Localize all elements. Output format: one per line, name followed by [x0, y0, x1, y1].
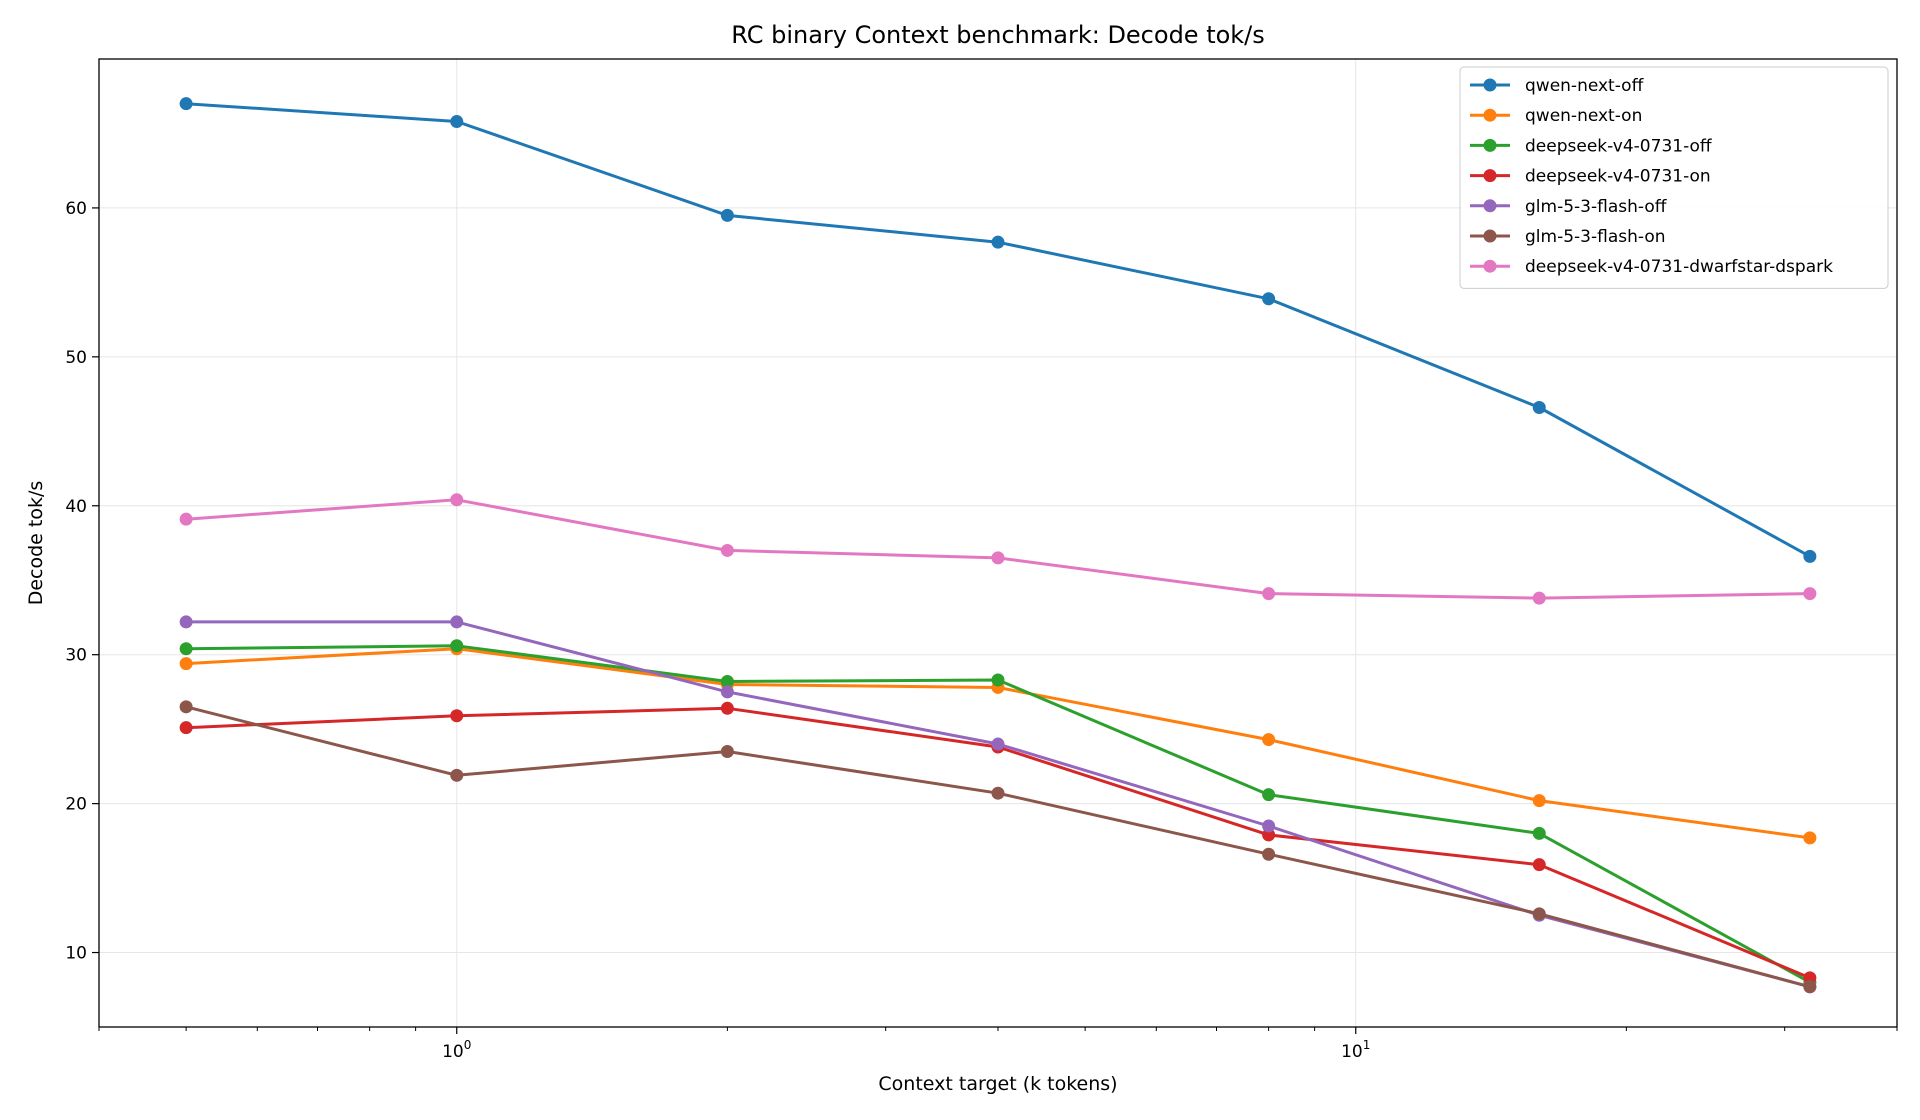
legend-swatch-marker	[1483, 78, 1497, 92]
data-point	[1262, 847, 1276, 861]
series-line	[186, 644, 1811, 984]
legend-item: deepseek-v4-0731-on	[1470, 167, 1711, 187]
legend: qwen-next-off qwen-next-on deepseek-v4-073…	[1459, 66, 1889, 289]
x-tick-label: 101	[1341, 1038, 1370, 1062]
data-point	[720, 543, 734, 557]
data-point	[1803, 980, 1817, 994]
legend-item: qwen-next-off	[1470, 76, 1645, 96]
legend-item: qwen-next-on	[1470, 106, 1642, 126]
legend-swatch-marker	[1483, 199, 1497, 213]
legend-label: deepseek-v4-0731-on	[1525, 167, 1711, 187]
data-point	[179, 721, 193, 735]
legend-label: deepseek-v4-0731-off	[1525, 136, 1713, 156]
legend-swatch-marker	[1483, 138, 1497, 152]
data-point	[179, 512, 193, 526]
data-point	[179, 97, 193, 111]
data-point	[1262, 733, 1276, 747]
axis-ticks: 10 20 30 40 50 60 100 101	[65, 199, 1898, 1062]
y-tick-label: 30	[65, 646, 87, 666]
data-point	[450, 115, 464, 129]
data-point	[179, 657, 193, 671]
data-point	[1532, 591, 1546, 605]
legend-item: glm-5-3-flash-on	[1470, 227, 1666, 247]
data-point	[1262, 788, 1276, 802]
data-point	[1803, 971, 1817, 985]
series-deepseek-v4-0731-dwarfstar-dspark	[179, 493, 1817, 605]
data-point	[1803, 831, 1817, 845]
data-point	[991, 551, 1005, 565]
data-point	[1262, 587, 1276, 601]
legend-item: glm-5-3-flash-off	[1470, 197, 1668, 217]
legend-swatch-marker	[1483, 108, 1497, 122]
data-point	[991, 737, 1005, 751]
data-point	[179, 615, 193, 629]
series-glm-5-3-flash-on	[179, 700, 1817, 994]
data-point	[450, 493, 464, 507]
data-point	[1262, 292, 1276, 306]
y-axis-label: Decode tok/s	[25, 481, 47, 606]
x-axis-label: Context target (k tokens)	[878, 1073, 1117, 1095]
legend-label: glm-5-3-flash-on	[1525, 227, 1666, 247]
data-point	[1262, 819, 1276, 833]
y-tick-label: 50	[65, 348, 87, 368]
y-tick-label: 40	[65, 497, 87, 517]
legend-swatch-marker	[1483, 229, 1497, 243]
data-point	[720, 685, 734, 699]
grid-lines	[99, 59, 1897, 1027]
data-point	[1532, 400, 1546, 414]
y-tick-label: 10	[65, 944, 87, 964]
data-point	[720, 674, 734, 688]
data-point	[1532, 826, 1546, 840]
legend-item: deepseek-v4-0731-dwarfstar-dspark	[1470, 257, 1833, 277]
data-point	[991, 235, 1005, 249]
y-tick-label: 20	[65, 795, 87, 815]
data-point	[1532, 858, 1546, 872]
series-layer	[179, 97, 1817, 994]
legend-label: qwen-next-off	[1525, 76, 1645, 96]
plot-frame	[98, 58, 1898, 1028]
data-point	[720, 208, 734, 222]
data-point	[1262, 828, 1276, 842]
series-qwen-next-off	[179, 97, 1817, 563]
data-point	[720, 744, 734, 758]
data-point	[1532, 794, 1546, 808]
chart-title: RC binary Context benchmark: Decode tok/…	[731, 21, 1265, 49]
data-point	[450, 615, 464, 629]
y-tick-label: 60	[65, 199, 87, 219]
data-point	[450, 768, 464, 782]
data-point	[991, 786, 1005, 800]
x-tick-label: 100	[442, 1038, 471, 1062]
data-point	[450, 639, 464, 653]
legend-item: deepseek-v4-0731-off	[1470, 136, 1713, 156]
legend-swatch-marker	[1483, 259, 1497, 273]
data-point	[179, 642, 193, 656]
data-point	[1532, 907, 1546, 921]
data-point	[450, 709, 464, 723]
legend-label: qwen-next-on	[1525, 106, 1642, 126]
data-point	[1803, 587, 1817, 601]
data-point	[720, 701, 734, 715]
legend-swatch-marker	[1483, 169, 1497, 183]
legend-box	[1459, 66, 1889, 289]
data-point	[991, 673, 1005, 687]
series-line	[185, 498, 1810, 600]
legend-label: glm-5-3-flash-off	[1525, 197, 1668, 217]
data-point	[1803, 549, 1817, 563]
legend-label: deepseek-v4-0731-dwarfstar-dspark	[1525, 257, 1833, 277]
data-point	[179, 700, 193, 714]
